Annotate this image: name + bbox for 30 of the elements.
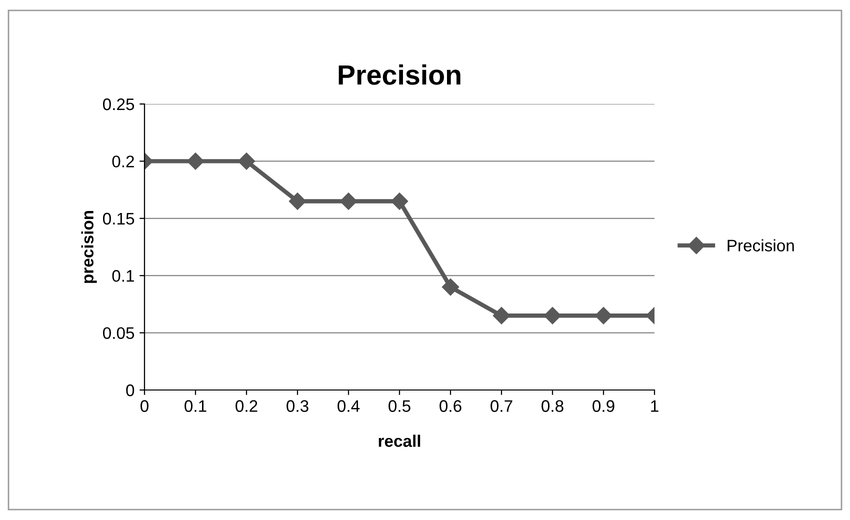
point [340, 192, 358, 210]
y-tick-label: 0.1 [112, 270, 134, 282]
x-tick-label: 0.6 [440, 400, 462, 412]
y-axis-title: precision [81, 210, 97, 283]
x-tick-label: 0.8 [542, 400, 564, 412]
point [186, 152, 204, 170]
x-tick-label: 0.9 [592, 400, 614, 412]
x-tick-label: 0.2 [236, 400, 258, 412]
point [544, 307, 562, 324]
y-tick-label: 0.25 [102, 98, 134, 110]
x-tick-label: 0.7 [490, 400, 512, 412]
point [442, 278, 460, 296]
x-tick-label: 0.3 [286, 400, 308, 412]
x-tick-label: 0.5 [388, 400, 410, 412]
x-tick-label: 0.4 [338, 400, 360, 412]
point [288, 192, 306, 210]
x-tick-label: 1 [651, 400, 658, 412]
y-tick-label: 0 [126, 384, 134, 396]
y-tick-label: 0.2 [112, 156, 134, 168]
point [492, 307, 510, 324]
legend-label: Precision [728, 239, 794, 252]
y-tick-label: 0.05 [102, 327, 134, 340]
x-tick-label: 0.1 [184, 400, 206, 412]
chart-title: Precision [338, 64, 460, 85]
point [238, 152, 256, 170]
point [390, 192, 408, 210]
x-axis-title: recall [378, 434, 420, 447]
y-tick-label: 0.15 [102, 212, 134, 225]
x-tick-label: 0 [140, 400, 148, 412]
point [594, 307, 612, 324]
